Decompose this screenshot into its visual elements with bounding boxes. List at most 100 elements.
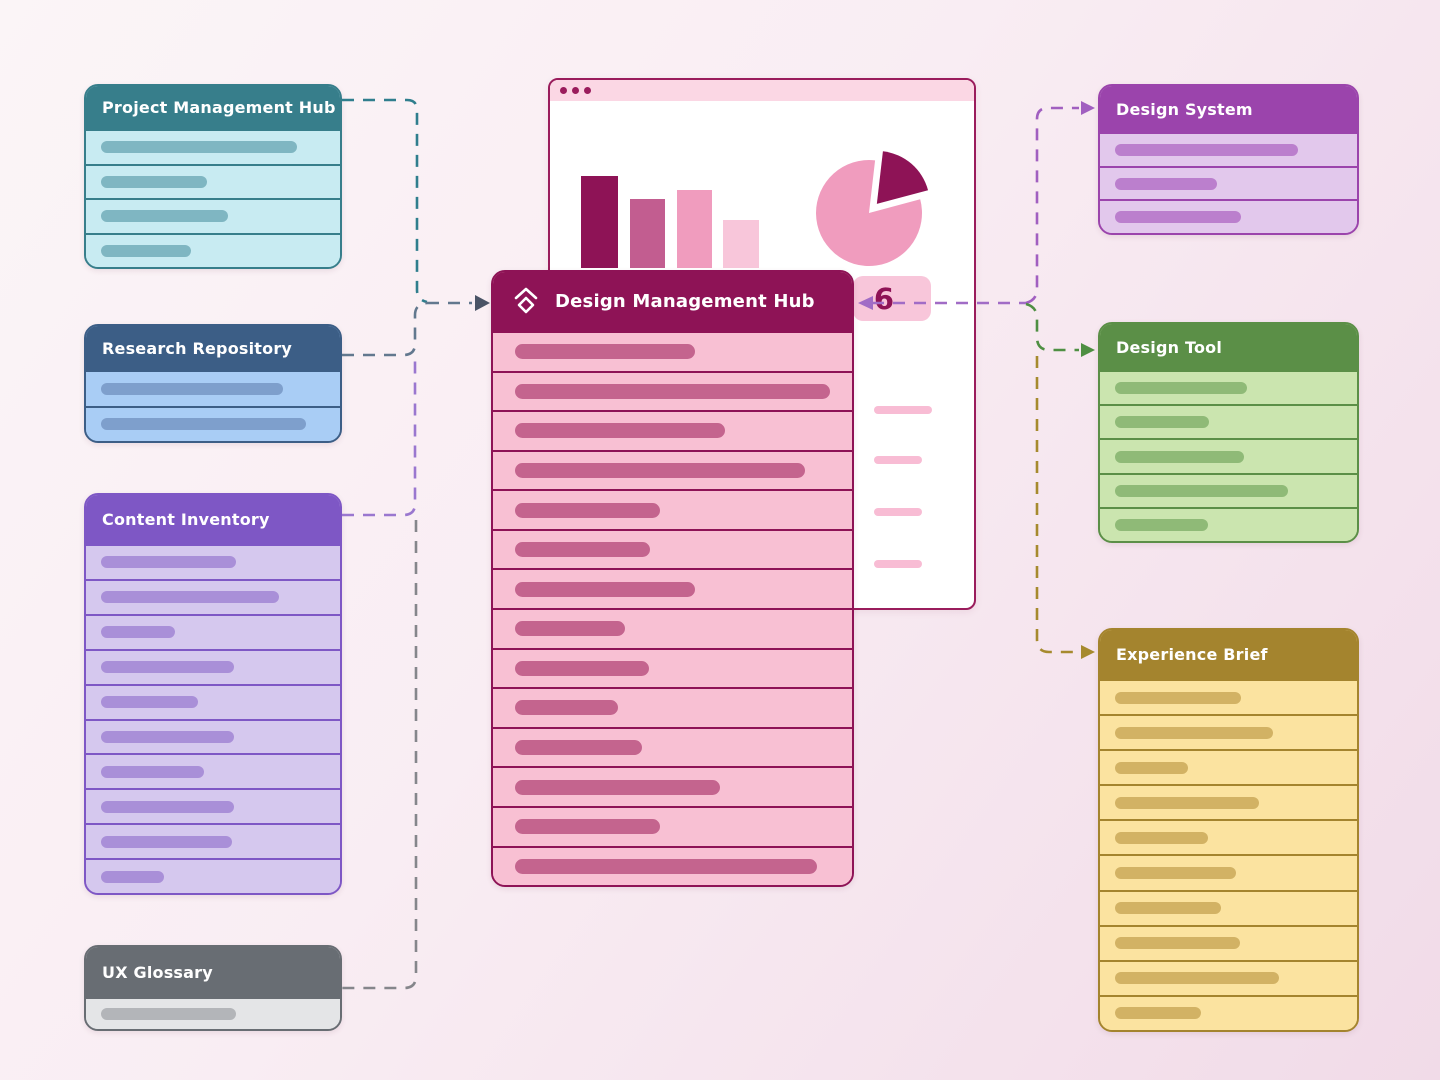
pie-slice [816,160,922,266]
pie-slice [876,151,929,204]
browser-titlebar [550,80,974,101]
card-header: Design Tool [1100,324,1357,370]
attribute-row [1100,749,1357,785]
placeholder-bar [101,696,198,709]
placeholder-bar [101,210,228,223]
attribute-row [493,805,852,846]
placeholder-bar [101,835,232,848]
charts-canvas [581,151,929,268]
bar-chart-bar [723,220,759,268]
window-dot-icon [584,87,591,94]
placeholder-bar [1115,1007,1201,1020]
attribute-row [86,683,340,719]
attribute-row [86,405,340,441]
attribute-row [493,687,852,727]
window-list-line [874,406,932,414]
bar-chart [581,176,759,268]
placeholder-bar [101,418,306,431]
attribute-row [86,858,340,893]
attribute-row [1100,924,1357,960]
placeholder-bar [515,740,642,756]
card-title: UX Glossary [102,962,213,982]
window-list-line [874,508,922,516]
attribute-row [1100,438,1357,473]
attribute-row [1100,370,1357,405]
card-title: Research Repository [102,338,293,358]
placeholder-bar [515,858,817,874]
card-header: Experience Brief [1100,630,1357,679]
card-rows [1100,132,1357,233]
attribute-row [493,647,852,688]
entity-card-project-management-hub[interactable]: Project Management Hub [84,84,342,269]
attribute-row [86,648,340,684]
attribute-row [86,753,340,789]
card-rows [86,997,340,1029]
card-rows [1100,370,1357,541]
placeholder-bar [101,175,207,188]
attribute-row [86,718,340,754]
attribute-row [493,410,852,450]
card-header: Design System [1100,86,1357,132]
placeholder-bar [101,800,234,813]
attribute-row [86,788,340,824]
placeholder-bar [1115,761,1188,774]
placeholder-bar [515,502,660,518]
attribute-row [493,726,852,767]
attribute-row [1100,784,1357,820]
placeholder-bar [101,382,283,395]
placeholder-bar [515,383,830,399]
card-header: Project Management Hub [86,86,340,129]
connector-uxg-to-trunk [342,520,418,990]
attribute-row [493,331,852,371]
connector-ci-to-trunk [342,358,417,517]
relation-count-badge: 6 [853,276,931,321]
placeholder-bar [1115,972,1279,985]
attribute-row [493,528,852,569]
card-rows [493,331,852,885]
placeholder-bar [1115,518,1208,531]
window-dot-icon [560,87,567,94]
entity-card-content-inventory[interactable]: Content Inventory [84,493,342,895]
placeholder-bar [101,591,279,604]
card-title: Project Management Hub [102,98,336,117]
attribute-row [1100,506,1357,541]
entity-card-ux-glossary[interactable]: UX Glossary [84,945,342,1031]
attribute-row [1100,889,1357,925]
placeholder-bar [1115,691,1241,704]
placeholder-bar [515,463,805,479]
connector-pmh-to-hub [342,98,428,304]
placeholder-bar [515,621,625,637]
placeholder-bar [101,556,236,569]
attribute-row [493,489,852,529]
arrowhead-into-experience-brief-icon [1081,645,1095,659]
entity-card-experience-brief[interactable]: Experience Brief [1098,628,1359,1032]
card-rows [86,129,340,267]
entity-card-design-tool[interactable]: Design Tool [1098,322,1359,543]
arrowhead-into-hub-icon [475,295,490,311]
entity-card-design-management-hub[interactable]: Design Management Hub [491,270,854,887]
bar-chart-bar [581,176,618,268]
window-list-line [874,456,922,464]
card-rows [1100,679,1357,1030]
placeholder-bar [101,765,204,778]
placeholder-bar [1115,867,1236,880]
attribute-row [1100,994,1357,1030]
entity-card-research-repository[interactable]: Research Repository [84,324,342,443]
card-title: Content Inventory [102,510,270,529]
placeholder-bar [515,542,650,558]
attribute-row [86,232,340,267]
entity-card-design-system[interactable]: Design System [1098,84,1359,235]
placeholder-bar [1115,831,1208,844]
placeholder-bar [1115,726,1273,739]
attribute-row [1100,959,1357,995]
attribute-row [86,370,340,406]
attribute-row [1100,165,1357,200]
browser-body [550,101,974,608]
placeholder-bar [1115,796,1259,809]
attribute-row [1100,132,1357,166]
card-header: Research Repository [86,326,340,370]
card-rows [86,370,340,441]
placeholder-bar [515,660,649,676]
placeholder-bar [1115,937,1240,950]
attribute-row [86,544,340,579]
